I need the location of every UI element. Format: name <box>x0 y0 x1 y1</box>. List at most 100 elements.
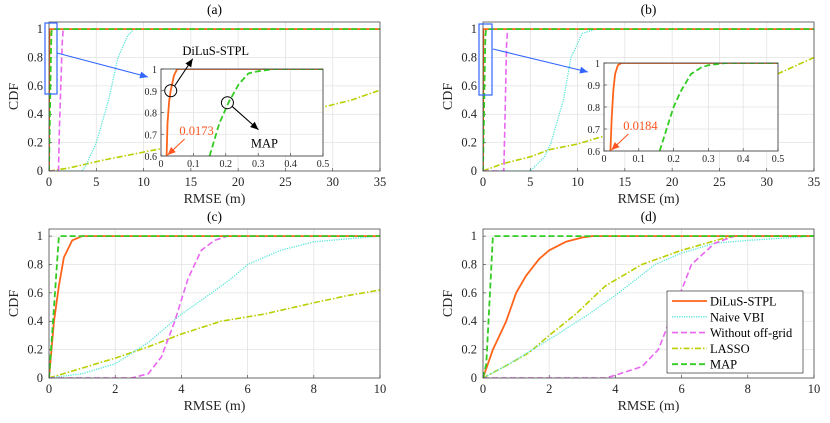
inset-axes: 0 0.1 0.2 0.3 0.4 0.5 0.6 0.7 0.8 0.9 1 <box>145 65 330 170</box>
x-tick-label: 4 <box>178 382 185 396</box>
inset-axes: 0 0.1 0.2 0.3 0.4 0.5 0.6 0.7 0.8 0.9 1 <box>588 59 785 165</box>
axes-frame <box>482 21 815 172</box>
x-tick-label: 8 <box>745 382 751 396</box>
series-without-off-grid <box>49 28 380 171</box>
x-tick-label: 30 <box>326 175 339 189</box>
series-naive-vbi <box>483 28 814 171</box>
annotation-arrow-head <box>167 146 176 155</box>
x-tick-label: 0.4 <box>284 159 297 170</box>
series-map <box>208 69 323 156</box>
x-tick-label: 0 <box>480 382 486 396</box>
x-axis-label: RMSE (m) <box>618 399 680 414</box>
y-tick-label: 0.2 <box>461 136 477 150</box>
legend-entry: Without off-grid <box>710 326 793 340</box>
y-tick-label: 0.8 <box>461 50 477 64</box>
zoom-arrow <box>492 48 589 73</box>
x-tick-label: 0.2 <box>667 154 680 165</box>
y-tick-label: 0.9 <box>588 81 601 92</box>
y-tick-label: 0.8 <box>588 103 601 114</box>
x-tick-label: 6 <box>678 382 684 396</box>
series-naive-vbi <box>483 235 814 378</box>
annotation-circle <box>220 96 234 110</box>
zoom-arrow-head <box>579 66 588 74</box>
series-lasso <box>49 289 380 378</box>
series-map <box>49 235 380 378</box>
x-tick-label: 10 <box>571 175 584 189</box>
series-map <box>49 28 380 171</box>
y-tick-label: 0.8 <box>27 50 43 64</box>
x-tick-label: 20 <box>232 175 245 189</box>
x-tick-label: 25 <box>279 175 292 189</box>
x-tick-label: 35 <box>374 175 387 189</box>
y-tick-label: 0.2 <box>27 343 43 357</box>
legend-entry: DiLuS-STPL <box>710 295 777 309</box>
x-tick-label: 0.3 <box>252 159 265 170</box>
x-tick-label: 0 <box>46 175 52 189</box>
x-tick-label: 0 <box>46 382 52 396</box>
x-tick-label: 10 <box>374 382 387 396</box>
annotation-value: 0.0173 <box>179 124 213 138</box>
x-tick-label: 6 <box>244 382 250 396</box>
inset-frame <box>603 62 779 152</box>
plot-background <box>49 229 380 378</box>
y-tick-label: 1 <box>37 22 43 36</box>
x-tick-label: 2 <box>546 382 552 396</box>
annotation-arrow-head <box>185 58 193 68</box>
annotation-arrow-head <box>250 121 259 130</box>
legend-box <box>666 290 804 374</box>
x-tick-label: 35 <box>808 175 821 189</box>
subplot-title: (b) <box>641 2 657 17</box>
y-tick-label: 1 <box>37 229 43 243</box>
x-tick-label: 8 <box>311 382 317 396</box>
y-tick-label: 0.2 <box>27 136 43 150</box>
y-tick-label: 0.8 <box>27 257 43 271</box>
axes: 0 2 4 6 8 10 0 0.2 0.4 0.6 0.8 1 <box>27 229 386 396</box>
annotation-circle <box>164 84 178 98</box>
y-tick-label: 0.7 <box>145 130 158 141</box>
y-tick-label: 0.4 <box>461 314 477 328</box>
subplot-title: (c) <box>207 209 222 224</box>
x-tick-label: 0.1 <box>187 159 200 170</box>
y-tick-label: 1 <box>471 229 477 243</box>
series-naive-vbi <box>49 235 380 378</box>
y-axis-label: CDF <box>441 290 456 317</box>
y-tick-label: 0.4 <box>27 107 43 121</box>
x-axis-label: RMSE (m) <box>184 399 246 414</box>
y-axis-label: CDF <box>7 290 22 317</box>
x-tick-label: 0.2 <box>220 159 233 170</box>
x-tick-label: 0.5 <box>317 159 330 170</box>
x-tick-label: 2 <box>112 382 118 396</box>
y-tick-label: 0.4 <box>461 107 477 121</box>
series-dilus-stpl <box>483 235 814 378</box>
y-tick-label: 0.8 <box>461 257 477 271</box>
y-tick-label: 1 <box>152 65 157 76</box>
y-tick-label: 0.6 <box>27 286 43 300</box>
y-tick-label: 0 <box>37 371 43 385</box>
series-lasso <box>483 235 814 378</box>
y-tick-label: 1 <box>595 59 600 70</box>
annotation-label: MAP <box>251 137 278 151</box>
y-tick-label: 0.6 <box>588 147 601 158</box>
axes-frame <box>48 228 381 379</box>
inset-frame <box>160 68 324 157</box>
x-axis-label: RMSE (m) <box>184 192 246 207</box>
series-map <box>658 63 778 151</box>
series-map <box>483 28 814 171</box>
x-tick-label: 25 <box>713 175 726 189</box>
annotation-value: 0.0184 <box>623 119 658 133</box>
axes-frame <box>482 228 815 379</box>
x-tick-label: 10 <box>137 175 150 189</box>
y-axis-label: CDF <box>7 83 22 110</box>
x-tick-label: 0.5 <box>772 154 785 165</box>
x-tick-label: 0 <box>159 159 164 170</box>
y-axis-label: CDF <box>441 83 456 110</box>
zoom-region-box <box>478 23 493 96</box>
x-tick-label: 15 <box>185 175 198 189</box>
y-tick-label: 0.8 <box>145 109 158 120</box>
y-tick-label: 0 <box>37 164 43 178</box>
series-naive-vbi <box>49 28 380 171</box>
x-tick-label: 10 <box>808 382 821 396</box>
y-tick-label: 0.6 <box>461 79 477 93</box>
